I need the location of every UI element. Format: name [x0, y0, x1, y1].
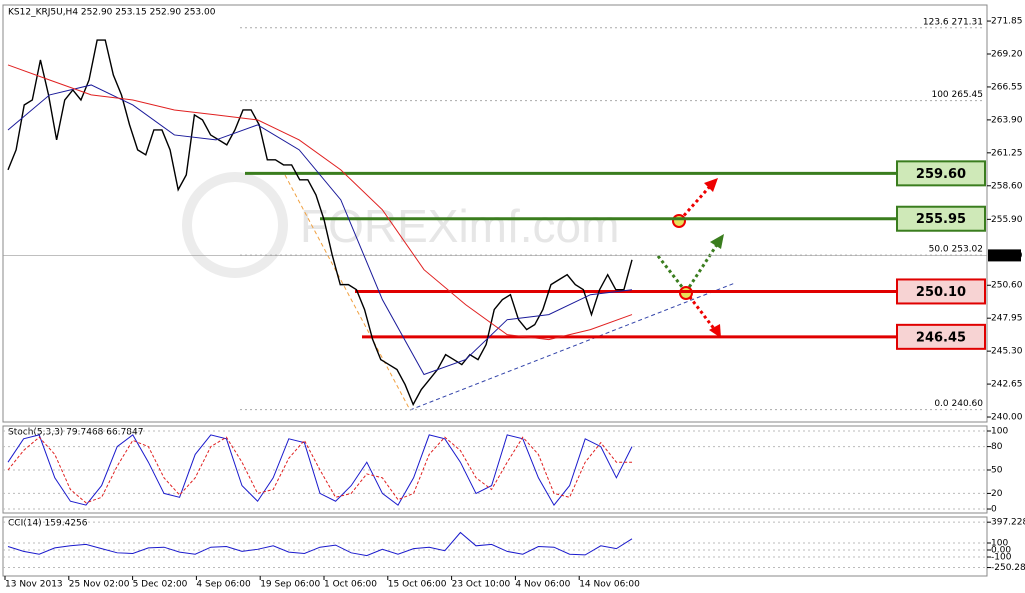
y-tick-label: 250.60 — [991, 281, 1023, 291]
stoch-panel — [2, 425, 988, 514]
x-tick-label: 5 Dec 02:00 — [133, 580, 188, 590]
y-tick-label: 20 — [991, 489, 1003, 499]
y-tick-label: 269.20 — [991, 50, 1023, 60]
last-price-box — [988, 249, 1021, 262]
last-price-label: 253.00 — [991, 251, 1023, 261]
series-line — [7, 39, 633, 407]
fib-label: 0.0 240.60 — [934, 399, 983, 409]
y-tick-label: 397.2282 — [991, 518, 1025, 528]
main-panel — [2, 4, 988, 423]
x-tick-label: 1 Oct 06:00 — [324, 580, 377, 590]
level-label: 250.10 — [916, 285, 966, 300]
level-box — [896, 205, 986, 232]
x-tick-label: 4 Nov 06:00 — [515, 580, 570, 590]
series-line — [7, 531, 633, 557]
y-tick-label: 240.00 — [991, 413, 1023, 423]
stoch-title: Stoch(5,3,3) 79.7468 66.7847 — [8, 428, 143, 438]
y-tick-label: 80 — [991, 442, 1003, 452]
y-tick-label: 245.30 — [991, 347, 1023, 357]
y-tick-label: 261.25 — [991, 148, 1023, 158]
series-line — [7, 64, 633, 341]
series-line — [7, 436, 632, 504]
level-label: 259.60 — [916, 167, 966, 182]
level-label: 246.45 — [916, 330, 966, 345]
annotations — [284, 174, 736, 411]
y-tick-label: 255.90 — [991, 215, 1023, 225]
cci-title: CCI(14) 159.4256 — [8, 519, 88, 529]
x-tick-label: 14 Nov 06:00 — [579, 580, 640, 590]
y-tick-label: 247.95 — [991, 314, 1023, 324]
y-tick-label: 266.55 — [991, 82, 1023, 92]
y-tick-label: -250.2891 — [991, 563, 1025, 573]
watermark: FOREXimf.com — [300, 200, 619, 252]
fib-label: 50.0 253.02 — [929, 245, 983, 255]
x-tick-label: 15 Oct 06:00 — [388, 580, 447, 590]
fib-label: 123.6 271.31 — [923, 17, 983, 27]
level-box — [896, 278, 986, 305]
level-box — [896, 160, 986, 187]
y-tick-label: 271.85 — [991, 17, 1023, 27]
x-tick-label: 19 Sep 06:00 — [260, 580, 320, 590]
y-tick-label: 0 — [991, 505, 997, 515]
y-tick-label: 263.90 — [991, 115, 1023, 125]
level-label: 255.95 — [916, 212, 966, 227]
logo: FOREXimf.com — [182, 172, 619, 278]
series-line — [7, 434, 633, 507]
y-tick-label: 50 — [991, 466, 1003, 476]
cci-panel — [2, 516, 988, 577]
y-tick-label: 100 — [991, 539, 1008, 549]
x-tick-label: 23 Oct 10:00 — [452, 580, 511, 590]
x-tick-label: 25 Nov 02:00 — [69, 580, 130, 590]
chart-title: KS12_KRJ5U,H4 252.90 253.15 252.90 253.0… — [8, 8, 216, 18]
level-box — [896, 323, 986, 350]
fib-label: 100 265.45 — [931, 90, 983, 100]
y-tick-label: 258.60 — [991, 181, 1023, 191]
x-tick-label: 13 Nov 2013 — [5, 580, 63, 590]
y-tick-label: 242.65 — [991, 380, 1023, 390]
y-tick-label: 0.00 — [991, 546, 1011, 556]
series-line — [7, 84, 633, 376]
x-tick-label: 4 Sep 06:00 — [196, 580, 251, 590]
y-tick-label: 100 — [991, 426, 1008, 436]
y-tick-label: -100 — [991, 553, 1012, 563]
